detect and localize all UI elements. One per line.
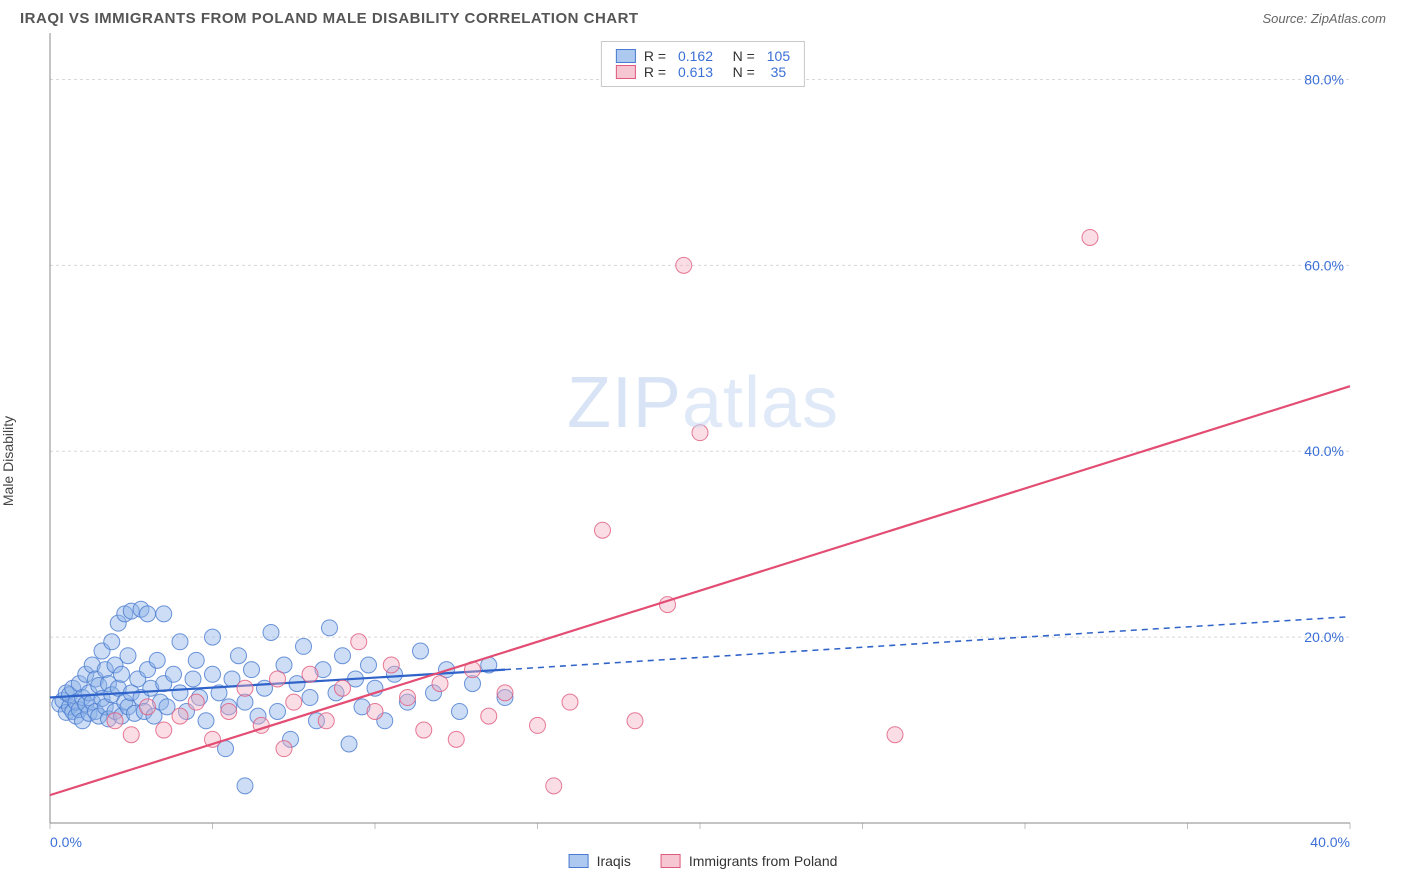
r-value: 0.613 bbox=[678, 64, 713, 80]
legend-item: Iraqis bbox=[569, 853, 631, 869]
svg-text:80.0%: 80.0% bbox=[1304, 71, 1344, 87]
chart-area: Male Disability ZIPatlas 20.0%40.0%60.0%… bbox=[0, 33, 1406, 873]
legend-swatch bbox=[616, 65, 636, 79]
svg-text:60.0%: 60.0% bbox=[1304, 257, 1344, 273]
legend-stat-row: R = 0.162 N = 105 bbox=[616, 48, 790, 64]
n-value: 105 bbox=[767, 48, 790, 64]
svg-text:40.0%: 40.0% bbox=[1310, 834, 1350, 850]
source-attribution: Source: ZipAtlas.com bbox=[1262, 11, 1386, 26]
legend-stats: R = 0.162 N = 105R = 0.613 N = 35 bbox=[601, 41, 805, 87]
legend-swatch bbox=[616, 49, 636, 63]
svg-text:0.0%: 0.0% bbox=[50, 834, 82, 850]
y-axis-label: Male Disability bbox=[0, 416, 16, 506]
chart-header: IRAQI VS IMMIGRANTS FROM POLAND MALE DIS… bbox=[0, 0, 1406, 33]
legend-stat-row: R = 0.613 N = 35 bbox=[616, 64, 790, 80]
legend-item: Immigrants from Poland bbox=[661, 853, 838, 869]
r-value: 0.162 bbox=[678, 48, 713, 64]
legend-swatch bbox=[661, 854, 681, 868]
legend-series: Iraqis Immigrants from Poland bbox=[569, 853, 838, 869]
chart-title: IRAQI VS IMMIGRANTS FROM POLAND MALE DIS… bbox=[20, 10, 639, 27]
n-value: 35 bbox=[771, 64, 787, 80]
svg-text:20.0%: 20.0% bbox=[1304, 629, 1344, 645]
legend-swatch bbox=[569, 854, 589, 868]
scatter-chart-svg: 20.0% 40.0% 60.0% 80.0% 0.0% 40.0% bbox=[0, 33, 1406, 873]
source-label: Source: bbox=[1262, 11, 1310, 26]
legend-label: Iraqis bbox=[597, 853, 631, 869]
source-name: ZipAtlas.com bbox=[1311, 11, 1386, 26]
legend-label: Immigrants from Poland bbox=[689, 853, 838, 869]
svg-text:40.0%: 40.0% bbox=[1304, 443, 1344, 459]
